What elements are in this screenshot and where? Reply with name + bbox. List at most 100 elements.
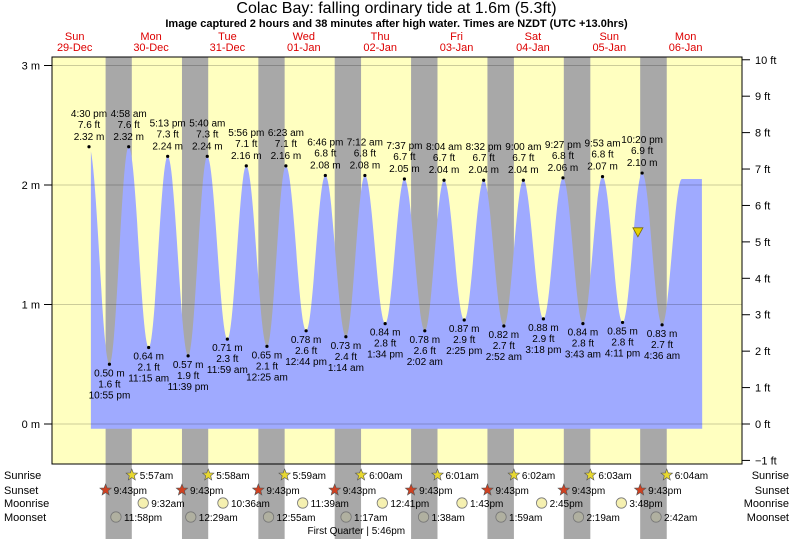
low-tide-feet: 2.9 ft — [532, 334, 554, 345]
day-name: Fri — [450, 31, 463, 43]
night-band-extension — [487, 464, 514, 539]
high-tide-metres: 2.32 m — [113, 132, 144, 143]
low-tide-feet: 2.4 ft — [335, 352, 357, 363]
high-tide-metres: 2.06 m — [548, 163, 579, 174]
high-tide-time: 9:00 am — [505, 142, 541, 153]
day-date: 04-Jan — [516, 42, 550, 54]
low-tide-point — [265, 344, 269, 348]
tick-label-ft: −1 ft — [755, 455, 777, 467]
plot-frame — [51, 56, 743, 465]
low-tide-point — [147, 345, 151, 350]
moonrise-icon — [137, 497, 149, 509]
low-tide-metres: 0.57 m — [173, 360, 204, 371]
high-tide-feet: 7.3 ft — [157, 129, 179, 140]
night-band-extension — [563, 464, 591, 539]
high-tide-feet: 6.7 ft — [473, 153, 495, 164]
high-tide-time: 4:30 pm — [71, 109, 107, 120]
low-tide-time: 11:39 pm — [168, 382, 209, 393]
sunset-time: 9:43pm — [266, 486, 299, 497]
tick-label-ft: 6 ft — [755, 200, 770, 212]
low-tide-time: 2:02 am — [407, 357, 443, 368]
high-tide-metres: 2.08 m — [350, 160, 381, 171]
high-tide-point — [521, 178, 525, 182]
moonrise-icon — [217, 497, 229, 509]
moonrise-icon — [376, 497, 388, 509]
sunrise-time: 6:04am — [675, 471, 708, 482]
moonset-time: 2:19am — [586, 513, 619, 524]
current-tide-marker — [632, 227, 644, 238]
chart-subtitle: Image captured 2 hours and 38 minutes af… — [165, 18, 628, 30]
high-tide-point — [166, 154, 170, 158]
low-tide-time: 1:14 am — [328, 363, 364, 374]
moonset-icon — [495, 511, 507, 523]
sunset-icon — [175, 483, 189, 496]
high-tide-feet: 6.8 ft — [591, 150, 613, 161]
day-name: Sat — [525, 31, 542, 43]
low-tide-metres: 0.82 m — [489, 330, 520, 341]
low-tide-feet: 1.9 ft — [177, 371, 199, 382]
low-tide-point — [344, 335, 348, 339]
sunset-label-right: Sunset — [755, 485, 789, 497]
tick-label-m: 2 m — [22, 180, 40, 192]
tick-label-ft: 0 ft — [755, 419, 770, 431]
sunset-time: 9:43pm — [495, 486, 528, 497]
low-tide-point — [581, 322, 585, 326]
night-band-extension — [411, 464, 438, 539]
high-tide-feet: 7.1 ft — [275, 139, 297, 150]
moonset-icon — [417, 511, 430, 523]
high-tide-feet: 7.6 ft — [118, 120, 140, 131]
low-tide-feet: 2.8 ft — [374, 339, 396, 350]
sunrise-time: 6:00am — [369, 471, 402, 482]
high-tide-time: 8:32 pm — [466, 142, 502, 153]
moonset-time: 1:17am — [354, 513, 387, 524]
moonset-icon — [340, 511, 352, 523]
low-tide-point — [620, 320, 625, 325]
moonset-time: 1:59am — [509, 513, 542, 524]
day-name: Sun — [599, 31, 619, 43]
low-tide-point — [660, 323, 664, 327]
day-name: Wed — [293, 31, 315, 43]
high-tide-metres: 2.10 m — [627, 158, 658, 169]
high-tide-feet: 6.8 ft — [314, 148, 336, 159]
low-tide-time: 12:25 am — [246, 372, 288, 383]
high-tide-point — [442, 178, 446, 182]
sunrise-time: 6:01am — [445, 471, 478, 482]
high-tide-point — [244, 164, 248, 168]
high-tide-time: 10:20 pm — [621, 135, 663, 146]
tick-label-m: 1 m — [22, 300, 40, 312]
sunrise-icon — [583, 468, 597, 481]
high-tide-metres: 2.24 m — [192, 141, 223, 152]
sunrise-time: 5:57am — [140, 471, 173, 482]
low-tide-time: 3:43 am — [565, 350, 601, 361]
high-tide-feet: 7.6 ft — [78, 120, 100, 131]
day-name: Mon — [675, 31, 696, 43]
high-tide-time: 9:53 am — [584, 139, 620, 150]
high-tide-time: 5:13 pm — [150, 118, 186, 129]
tick-label-ft: 7 ft — [755, 164, 770, 176]
low-tide-metres: 0.87 m — [449, 324, 480, 335]
sunset-icon — [404, 483, 418, 496]
low-tide-time: 2:52 am — [486, 352, 522, 363]
low-tide-metres: 0.65 m — [252, 350, 283, 361]
sunrise-icon — [278, 468, 292, 481]
high-tide-feet: 6.8 ft — [552, 151, 574, 162]
high-tide-feet: 7.3 ft — [196, 129, 218, 140]
sunset-label-left: Sunset — [4, 485, 38, 497]
low-tide-point — [383, 322, 387, 326]
sunrise-time: 6:03am — [598, 471, 631, 482]
sunset-icon — [480, 483, 494, 496]
tick-label-m: 0 m — [22, 419, 40, 431]
night-band-extension — [258, 464, 285, 539]
day-date: 05-Jan — [592, 42, 626, 54]
moonrise-label-right: Moonrise — [744, 498, 789, 510]
low-tide-metres: 0.85 m — [607, 326, 638, 337]
low-tide-feet: 2.7 ft — [493, 341, 515, 352]
day-date: 06-Jan — [669, 42, 703, 54]
day-date: 03-Jan — [440, 42, 474, 54]
moonset-icon — [110, 511, 122, 523]
sunrise-icon — [431, 468, 444, 481]
high-tide-metres: 2.16 m — [271, 151, 302, 162]
tick-label-ft: 9 ft — [755, 91, 770, 103]
high-tide-time: 7:37 pm — [386, 141, 422, 152]
high-tide-time: 7:12 am — [347, 137, 383, 148]
